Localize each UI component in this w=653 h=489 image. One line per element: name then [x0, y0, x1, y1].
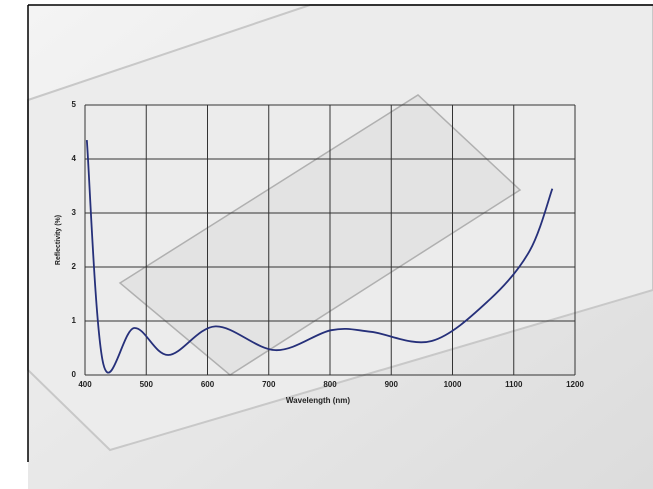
data-line [85, 140, 554, 374]
x-tick-label: 400 [78, 380, 92, 389]
x-tick-label: 600 [201, 380, 215, 389]
y-tick-label: 3 [72, 208, 77, 217]
y-tick-label: 0 [72, 370, 77, 379]
x-tick-label: 700 [262, 380, 276, 389]
y-tick-label: 4 [72, 154, 77, 163]
x-axis-label: Wavelength (nm) [286, 396, 350, 405]
x-tick-label: 1100 [505, 380, 523, 389]
x-tick-label: 1200 [566, 380, 584, 389]
x-tick-label: 900 [385, 380, 399, 389]
y-tick-label: 5 [72, 100, 77, 109]
x-tick-label: 800 [323, 380, 337, 389]
y-tick-label: 1 [72, 316, 77, 325]
y-tick-label: 2 [72, 262, 77, 271]
y-axis-label: Reflectivity (%) [55, 215, 62, 265]
glass-slide [118, 94, 522, 376]
x-tick-label: 1000 [444, 380, 462, 389]
x-tick-label: 500 [140, 380, 154, 389]
